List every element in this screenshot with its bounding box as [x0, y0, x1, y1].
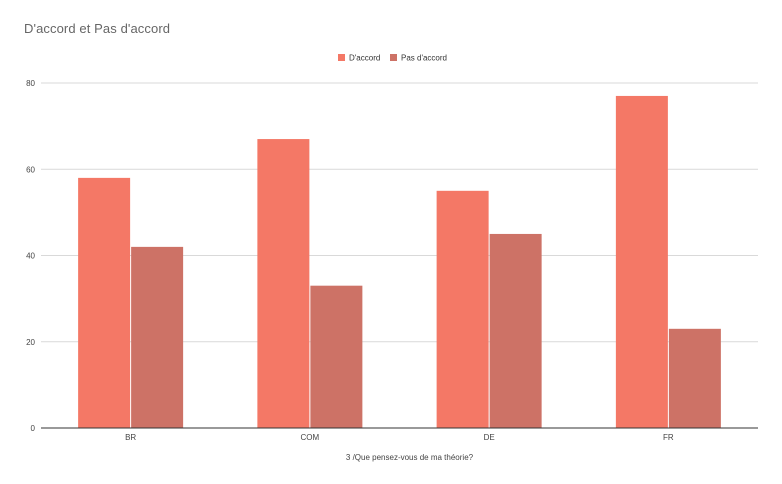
- y-tick-label: 0: [31, 424, 36, 433]
- x-tick-label: DE: [484, 433, 495, 442]
- y-tick-label: 60: [26, 165, 35, 174]
- y-tick-label: 40: [26, 252, 35, 261]
- legend-label: Pas d'accord: [401, 54, 447, 63]
- legend-label: D'accord: [349, 54, 380, 63]
- bar-d-accord-br[interactable]: [78, 177, 131, 428]
- legend-swatch: [390, 54, 397, 61]
- bar-d-accord-fr[interactable]: [615, 95, 668, 428]
- x-axis-title: 3 /Que pensez-vous de ma théorie?: [346, 453, 474, 462]
- bar-pas-d-accord-br[interactable]: [131, 246, 184, 428]
- legend: D'accord Pas d'accord: [338, 54, 447, 63]
- y-tick-label: 20: [26, 338, 35, 347]
- bars: [78, 95, 721, 428]
- bar-pas-d-accord-de[interactable]: [489, 233, 542, 428]
- x-tick-label: BR: [125, 433, 136, 442]
- bar-pas-d-accord-com[interactable]: [310, 285, 363, 428]
- y-tick-label: 80: [26, 79, 35, 88]
- x-tick-label: FR: [663, 433, 674, 442]
- legend-swatch: [338, 54, 345, 61]
- y-axis-ticks: 0 20 40 60 80: [26, 79, 35, 433]
- x-tick-label: COM: [301, 433, 320, 442]
- x-axis-ticks: BR COM DE FR: [125, 433, 674, 442]
- bar-d-accord-de[interactable]: [436, 190, 489, 428]
- chart-title: D'accord et Pas d'accord: [24, 21, 171, 36]
- bar-pas-d-accord-fr[interactable]: [668, 328, 721, 428]
- bar-d-accord-com[interactable]: [257, 139, 310, 428]
